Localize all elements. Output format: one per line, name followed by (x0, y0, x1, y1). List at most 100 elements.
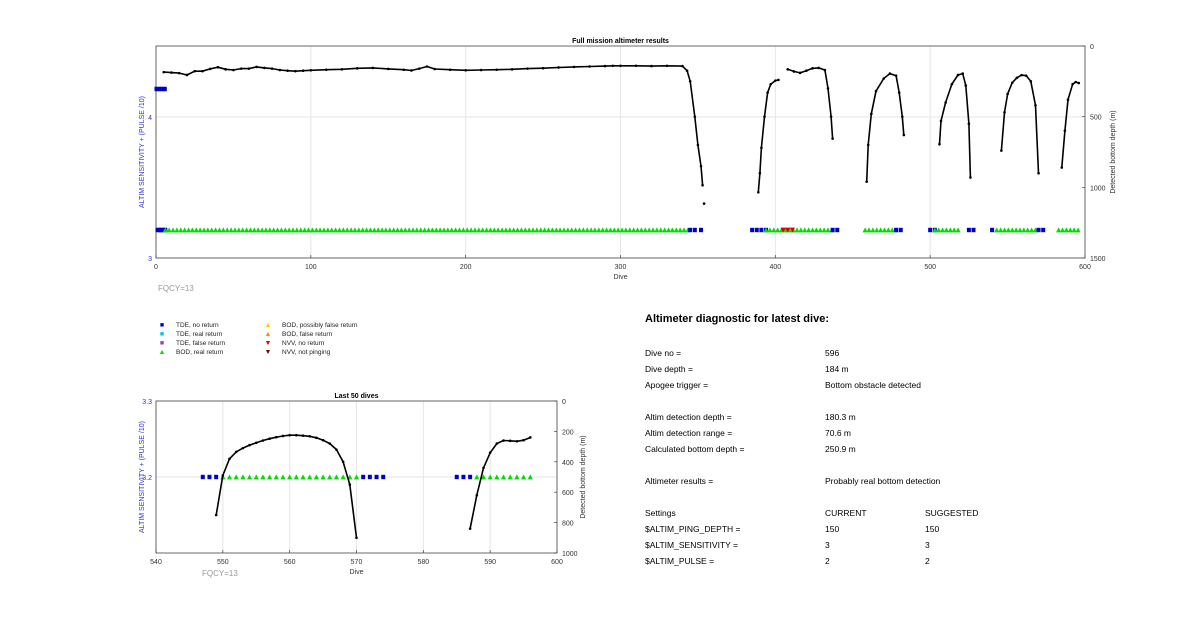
marker-bod-real-return (317, 227, 323, 233)
depth-series-line (163, 65, 704, 186)
marker-bod-real-return (321, 227, 327, 233)
marker-bod-real-return (247, 227, 254, 233)
marker-bod-real-return (592, 227, 598, 233)
marker-tde-no-return (461, 474, 466, 480)
depth-point (468, 527, 472, 530)
marker-bod-real-return (445, 227, 451, 233)
marker-bod-real-return (549, 227, 555, 233)
legend-symbol-icon: ■ (159, 340, 165, 347)
depth-point (826, 87, 830, 90)
marker-bod-real-return (282, 227, 288, 233)
marker-bod-real-return (480, 227, 486, 233)
diagnostic-label: Dive no = (645, 348, 682, 358)
marker-bod-real-return (943, 227, 950, 233)
marker-bod-real-return (596, 227, 602, 233)
marker-tde-no-return (1036, 227, 1041, 233)
marker-bod-real-return (553, 227, 559, 233)
marker-bod-real-return (542, 227, 548, 233)
marker-tde-no-return (207, 474, 212, 480)
marker-bod-real-return (862, 227, 868, 233)
marker-bod-real-return (216, 227, 223, 233)
marker-bod-real-return (955, 227, 961, 233)
marker-bod-real-return (305, 227, 312, 233)
depth-point (894, 74, 898, 77)
depth-point (402, 68, 406, 72)
depth-point (248, 443, 251, 447)
depth-point (1000, 149, 1003, 152)
legend-label: TDE, no return (176, 322, 219, 329)
depth-point (482, 466, 485, 470)
marker-bod-real-return (394, 227, 401, 233)
depth-point (967, 122, 971, 126)
depth-point (693, 115, 697, 118)
marker-bod-real-return (233, 474, 239, 480)
depth-point (634, 64, 638, 68)
marker-bod-real-return (460, 227, 466, 233)
depth-point (328, 442, 332, 445)
legend-symbol-icon: ■ (159, 331, 165, 338)
depth-point (268, 437, 271, 440)
diagnostic-label: Apogee trigger = (645, 380, 709, 390)
marker-bod-real-return (320, 474, 326, 480)
depth-point (448, 68, 452, 72)
marker-bod-real-return (273, 474, 279, 480)
marker-bod-real-return (360, 227, 366, 233)
marker-bod-real-return (619, 227, 625, 233)
marker-bod-real-return (429, 227, 435, 233)
depth-point (325, 68, 328, 72)
depth-point (619, 64, 622, 68)
marker-bod-real-return (1071, 227, 1077, 233)
marker-tde-no-return (454, 474, 459, 480)
marker-bod-real-return (1021, 227, 1027, 233)
marker-tde-no-return (1041, 227, 1046, 233)
depth-series-line (865, 72, 905, 182)
legend-symbol-icon: ▲ (158, 349, 166, 356)
marker-bod-real-return (499, 227, 505, 233)
depth-point (261, 439, 265, 442)
legend-symbol-icon: ▲ (264, 331, 272, 338)
marker-bod-real-return (881, 227, 888, 233)
diagnostic-row: Calculated bottom depth = 250.9 m (645, 444, 1165, 456)
marker-bod-real-return (1028, 227, 1035, 233)
marker-bod-real-return (654, 227, 660, 233)
depth-point (341, 460, 345, 464)
marker-bod-real-return (623, 227, 629, 233)
marker-bod-real-return (340, 227, 346, 233)
depth-point (964, 84, 968, 87)
depth-point (870, 112, 873, 116)
depth-point (315, 436, 318, 440)
marker-bod-real-return (263, 227, 269, 233)
marker-bod-real-return (658, 227, 664, 233)
marker-bod-real-return (464, 227, 470, 233)
depth-point (956, 73, 960, 77)
marker-bod-real-return (410, 227, 416, 233)
depth-point (224, 68, 227, 71)
marker-tde-no-return (835, 227, 840, 233)
marker-bod-real-return (1025, 227, 1031, 233)
legend-item: ▼ NVV, not pinging (264, 349, 331, 356)
x-axis-label: Dive (613, 274, 627, 281)
marker-bod-real-return (994, 227, 1000, 233)
diagnostic-suggested: 3 (925, 540, 930, 550)
marker-tde-no-return (754, 227, 759, 233)
diagnostic-value: Probably real bottom detection (825, 476, 941, 486)
marker-bod-real-return (611, 227, 617, 233)
marker-bod-real-return (998, 227, 1004, 233)
depth-point (270, 67, 274, 70)
depth-point (255, 65, 258, 69)
depth-point (685, 69, 689, 73)
depth-point (902, 133, 906, 137)
marker-bod-real-return (530, 227, 536, 233)
legend-item: ■ TDE, real return (158, 331, 222, 338)
depth-point (766, 91, 769, 94)
depth-point (897, 91, 901, 94)
depth-point (1006, 92, 1009, 96)
marker-bod-real-return (185, 227, 192, 233)
depth-point (526, 67, 529, 70)
marker-bod-real-return (437, 227, 443, 233)
y-right-tick-label: 1000 (562, 551, 578, 558)
marker-bod-real-return (286, 227, 292, 233)
diagnostic-label: $ALTIM_SENSITIVITY = (645, 540, 738, 550)
marker-bod-real-return (572, 227, 579, 233)
marker-bod-real-return (806, 227, 812, 233)
